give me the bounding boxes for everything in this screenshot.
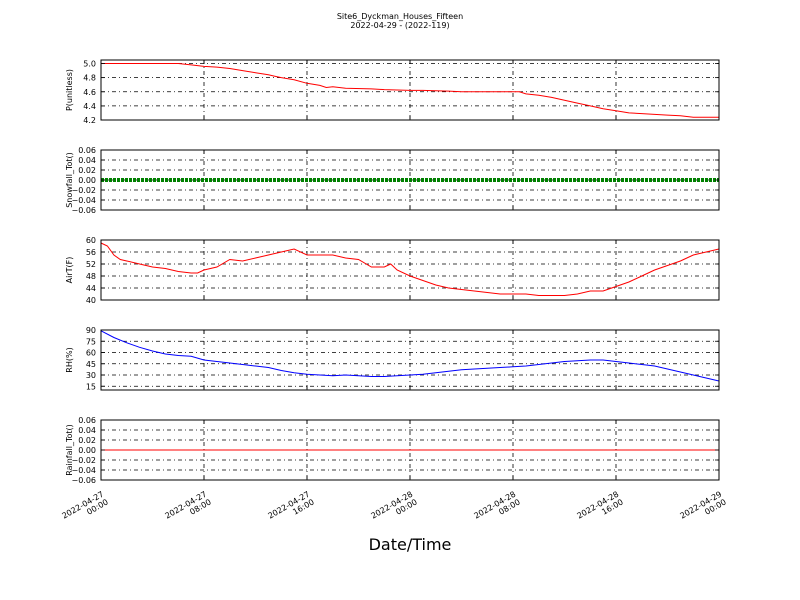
y-axis-label: Snowfall_Tot() — [65, 152, 74, 208]
y-tick-label: 0.00 — [78, 446, 96, 455]
y-tick-label: −0.02 — [71, 456, 96, 465]
figure-title-line1: Site6_Dyckman_Houses_Fifteen — [337, 12, 463, 21]
y-tick-label: 45 — [86, 360, 96, 369]
y-tick-label: −0.02 — [71, 186, 96, 195]
panel-2: 0.060.040.020.00−0.02−0.04−0.06Snowfall_… — [65, 146, 720, 215]
y-axis-label: P(unitless) — [65, 69, 74, 111]
panel-4: 90 75 60 45 30 15 RH(%) — [65, 326, 720, 391]
y-tick-label: 4.6 — [83, 88, 96, 97]
y-tick-label: 44 — [86, 284, 96, 293]
y-tick-label: −0.06 — [71, 476, 96, 485]
y-tick-label: 90 — [86, 326, 96, 335]
panel-1: 5.0 4.8 4.6 4.4 4.2 P(unitless) — [65, 59, 720, 125]
panel-5: 0.060.040.020.00−0.02−0.04−0.06Rainfall_… — [65, 416, 720, 485]
y-tick-label: 4.4 — [83, 102, 96, 111]
x-axis-label: Date/Time — [369, 535, 452, 554]
y-tick-label: 52 — [86, 260, 96, 269]
y-tick-label: 48 — [86, 272, 96, 281]
y-tick-label: 5.0 — [83, 60, 96, 69]
y-tick-label: 0.02 — [78, 436, 96, 445]
y-tick-label: 4.2 — [83, 116, 96, 125]
y-tick-label: 30 — [86, 371, 96, 380]
panels: 5.04.84.64.44.2P(unitless)0.060.040.020.… — [60, 59, 728, 521]
y-axis-label: RH(%) — [65, 347, 74, 372]
series-1-line — [101, 63, 719, 118]
y-tick-label: 40 — [86, 296, 96, 305]
y-tick-label: 75 — [86, 337, 96, 346]
y-tick-label: 0.06 — [78, 416, 96, 425]
y-tick-label: 60 — [86, 349, 96, 358]
y-tick-label: 15 — [86, 382, 96, 391]
y-tick-label: 56 — [86, 248, 96, 257]
y-tick-label: −0.06 — [71, 206, 96, 215]
y-tick-label: 60 — [86, 236, 96, 245]
y-tick-label: 4.8 — [83, 74, 96, 83]
y-axis-label: AirT(F) — [65, 257, 74, 284]
y-tick-label: 0.06 — [78, 146, 96, 155]
y-tick-label: 0.04 — [78, 156, 96, 165]
y-tick-label: 0.02 — [78, 166, 96, 175]
y-tick-label: 0.04 — [78, 426, 96, 435]
series-3-line — [100, 242, 720, 296]
y-tick-label: −0.04 — [71, 196, 96, 205]
y-tick-label: 0.00 — [78, 176, 96, 185]
figure-title-line2: 2022-04-29 - (2022-119) — [350, 21, 449, 30]
y-axis-label: Rainfall_Tot() — [65, 424, 74, 476]
panel-3: 60 56 52 48 44 40 AirT(F) — [65, 236, 720, 305]
y-tick-label: −0.04 — [71, 466, 96, 475]
series-4-line — [100, 330, 720, 382]
